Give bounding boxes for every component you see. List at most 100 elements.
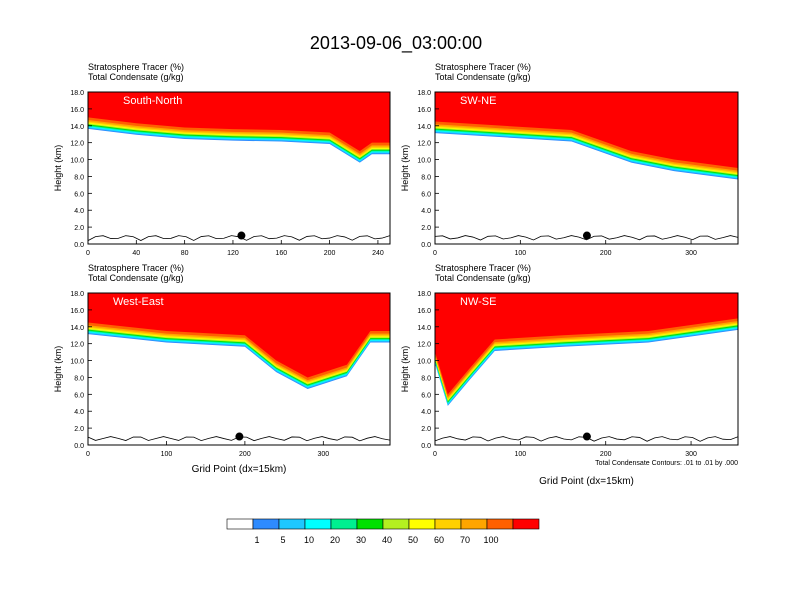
y-tick-label: 12.0 [417, 342, 431, 349]
location-marker [582, 231, 591, 240]
y-tick-label: 6.0 [421, 191, 431, 198]
terrain-line [435, 436, 738, 443]
y-axis-label: Height (km) [53, 346, 63, 393]
colorbar-label: 30 [356, 535, 366, 545]
x-tick-label: 100 [161, 451, 173, 458]
y-tick-label: 10.0 [70, 158, 84, 165]
x-tick-label: 200 [324, 250, 336, 257]
x-tick-label: 0 [86, 451, 90, 458]
contour-note: Total Condensate Contours: .01 to .01 by… [595, 460, 738, 467]
colorbar-label: 100 [483, 535, 498, 545]
tracer-core [435, 92, 738, 163]
y-tick-label: 18.0 [417, 90, 431, 97]
y-tick-label: 14.0 [70, 124, 84, 131]
x-tick-label: 80 [181, 250, 189, 257]
panel-label-condensate: Total Condensate (g/kg) [88, 72, 184, 82]
y-tick-label: 2.0 [421, 225, 431, 232]
panel-frame [434, 292, 739, 446]
y-tick-label: 10.0 [70, 359, 84, 366]
x-tick-label: 0 [433, 451, 437, 458]
x-tick-label: 300 [685, 250, 697, 257]
y-tick-label: 12.0 [70, 141, 84, 148]
x-tick-label: 0 [86, 250, 90, 257]
x-axis-label: Grid Point (dx=15km) [539, 476, 634, 487]
tracer-core [435, 293, 738, 390]
panel-label-tracer: Stratosphere Tracer (%) [88, 263, 184, 273]
y-tick-label: 18.0 [70, 291, 84, 298]
panel-west-east: Stratosphere Tracer (%)Total Condensate … [53, 263, 391, 475]
colorbar-swatch [330, 518, 358, 530]
tracer-field [435, 92, 738, 242]
panels: Stratosphere Tracer (%)Total Condensate … [53, 62, 739, 487]
colorbar-label: 50 [408, 535, 418, 545]
x-tick-label: 200 [600, 250, 612, 257]
x-tick-label: 100 [515, 451, 527, 458]
terrain-line [435, 235, 738, 242]
y-tick-label: 0.0 [74, 242, 84, 249]
y-tick-label: 8.0 [74, 174, 84, 181]
colorbar-label: 5 [280, 535, 285, 545]
y-tick-label: 4.0 [421, 409, 431, 416]
y-tick-label: 18.0 [417, 291, 431, 298]
colorbar-label: 60 [434, 535, 444, 545]
x-tick-label: 200 [600, 451, 612, 458]
x-tick-label: 240 [372, 250, 384, 257]
x-axis-label: Grid Point (dx=15km) [192, 464, 287, 475]
colorbar-swatch [356, 518, 384, 530]
y-tick-label: 12.0 [417, 141, 431, 148]
tracer-core [88, 293, 390, 373]
y-tick-label: 16.0 [417, 308, 431, 315]
y-tick-label: 14.0 [417, 124, 431, 131]
y-tick-label: 6.0 [74, 392, 84, 399]
y-tick-label: 2.0 [421, 426, 431, 433]
x-tick-label: 300 [317, 451, 329, 458]
colorbar-swatch [408, 518, 436, 530]
y-tick-label: 16.0 [417, 107, 431, 114]
y-tick-label: 18.0 [70, 90, 84, 97]
y-tick-label: 8.0 [74, 375, 84, 382]
y-tick-label: 14.0 [70, 325, 84, 332]
colorbar-swatch [460, 518, 488, 530]
tracer-field [88, 293, 390, 443]
panel-frame [87, 292, 391, 446]
x-tick-label: 160 [275, 250, 287, 257]
section-title: South-North [123, 95, 182, 107]
panel-frame [434, 91, 739, 245]
y-tick-label: 2.0 [74, 426, 84, 433]
colorbar-swatch [434, 518, 462, 530]
panel-label-condensate: Total Condensate (g/kg) [435, 273, 531, 283]
colorbar: 1 5 10 20 30 40 50 60 70 100 [226, 518, 540, 545]
section-title: West-East [113, 296, 164, 308]
panel-sw-ne: Stratosphere Tracer (%)Total Condensate … [400, 62, 739, 257]
colorbar-label: 1 [254, 535, 259, 545]
panel-label-tracer: Stratosphere Tracer (%) [88, 62, 184, 72]
panel-frame [87, 91, 391, 245]
y-tick-label: 6.0 [74, 191, 84, 198]
y-tick-label: 6.0 [421, 392, 431, 399]
location-marker [235, 432, 244, 441]
section-title: NW-SE [460, 296, 496, 308]
x-tick-label: 120 [227, 250, 239, 257]
location-marker [582, 432, 591, 441]
colorbar-label: 10 [304, 535, 314, 545]
x-tick-label: 40 [132, 250, 140, 257]
y-axis-label: Height (km) [53, 145, 63, 192]
x-tick-label: 0 [433, 250, 437, 257]
y-tick-label: 4.0 [421, 208, 431, 215]
y-tick-label: 4.0 [74, 409, 84, 416]
x-tick-label: 200 [239, 451, 251, 458]
colorbar-swatch [382, 518, 410, 530]
y-axis-label: Height (km) [400, 346, 410, 393]
colorbar-swatch [486, 518, 514, 530]
panel-label-condensate: Total Condensate (g/kg) [435, 72, 531, 82]
colorbar-swatch [512, 518, 540, 530]
colorbar-swatch [226, 518, 254, 530]
y-tick-label: 12.0 [70, 342, 84, 349]
panel-south-north: Stratosphere Tracer (%)Total Condensate … [53, 62, 391, 257]
terrain-line [88, 436, 390, 443]
y-tick-label: 10.0 [417, 158, 431, 165]
tracer-field [88, 92, 390, 242]
panel-nw-se: Stratosphere Tracer (%)Total Condensate … [400, 263, 739, 487]
y-tick-label: 16.0 [70, 107, 84, 114]
section-title: SW-NE [460, 95, 496, 107]
